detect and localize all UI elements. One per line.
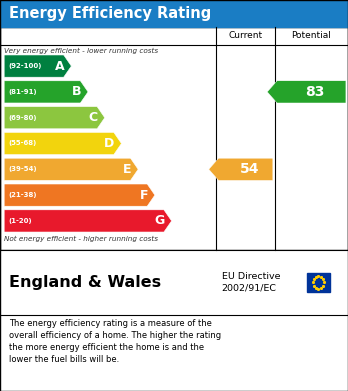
Text: Very energy efficient - lower running costs: Very energy efficient - lower running co…	[4, 48, 158, 54]
Polygon shape	[267, 81, 346, 103]
Polygon shape	[209, 158, 273, 180]
Text: Energy Efficiency Rating: Energy Efficiency Rating	[9, 6, 211, 21]
Text: 54: 54	[239, 162, 259, 176]
Text: Not energy efficient - higher running costs: Not energy efficient - higher running co…	[4, 236, 158, 242]
Text: England & Wales: England & Wales	[9, 275, 161, 290]
Text: B: B	[72, 85, 81, 99]
Polygon shape	[4, 133, 121, 154]
Polygon shape	[4, 184, 155, 206]
Polygon shape	[4, 210, 172, 232]
Text: Potential: Potential	[292, 31, 331, 41]
Text: (69-80): (69-80)	[8, 115, 37, 121]
Bar	[0, 27, 348, 250]
Polygon shape	[4, 81, 88, 103]
Text: G: G	[155, 214, 165, 228]
Bar	[0, 0, 348, 27]
Text: (39-54): (39-54)	[8, 166, 37, 172]
Text: D: D	[104, 137, 114, 150]
Text: (21-38): (21-38)	[8, 192, 37, 198]
Text: E: E	[123, 163, 131, 176]
Text: (92-100): (92-100)	[8, 63, 42, 69]
Text: The energy efficiency rating is a measure of the
overall efficiency of a home. T: The energy efficiency rating is a measur…	[9, 319, 221, 364]
Bar	[307, 273, 330, 292]
Text: (55-68): (55-68)	[8, 140, 37, 147]
Polygon shape	[4, 158, 138, 180]
Text: (81-91): (81-91)	[8, 89, 37, 95]
Text: (1-20): (1-20)	[8, 218, 32, 224]
Text: C: C	[89, 111, 98, 124]
Text: F: F	[140, 188, 148, 202]
Text: A: A	[55, 59, 64, 73]
Bar	[0, 250, 348, 391]
Text: Current: Current	[229, 31, 263, 41]
Text: EU Directive
2002/91/EC: EU Directive 2002/91/EC	[222, 272, 280, 293]
Text: 83: 83	[305, 85, 325, 99]
Polygon shape	[4, 107, 105, 129]
Polygon shape	[4, 55, 71, 77]
